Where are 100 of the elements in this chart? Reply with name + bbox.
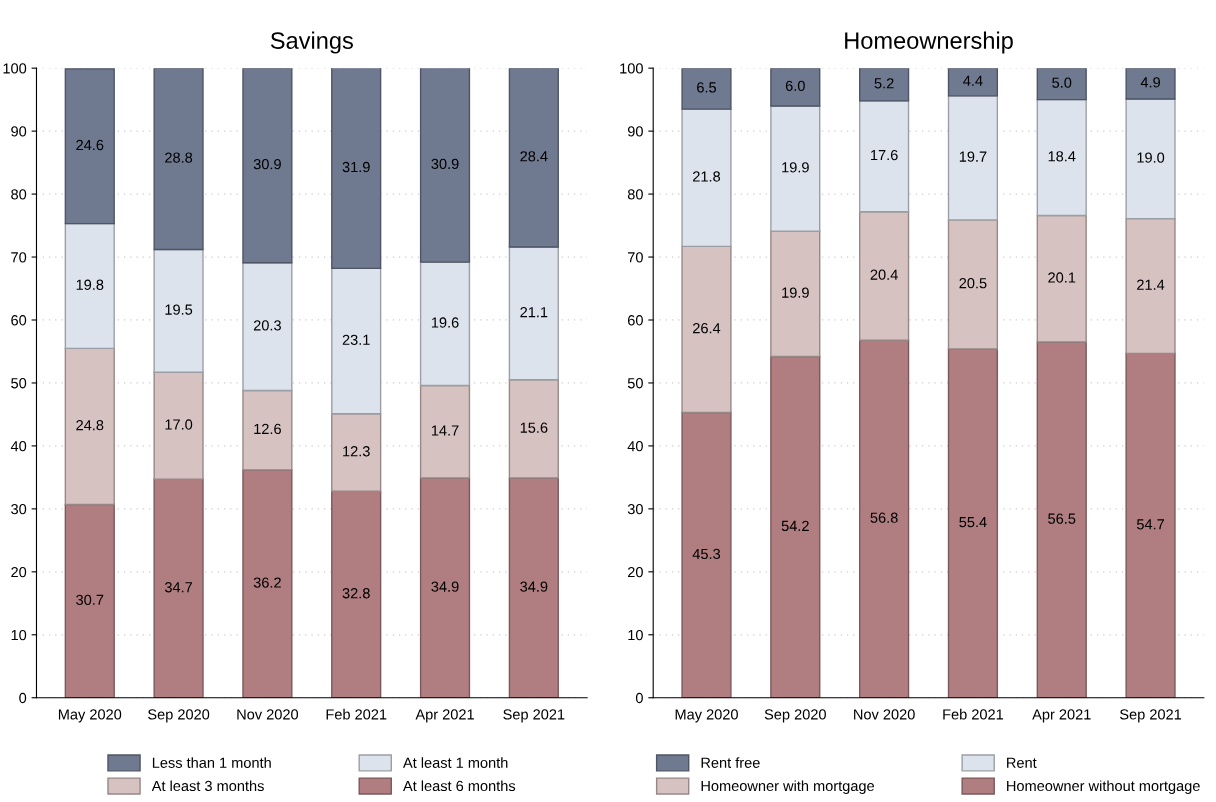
bar [508,246,559,381]
y-tick-label: 0 [19,692,27,704]
bar [419,477,471,698]
data-label: 56.8 [870,512,898,523]
bar [508,68,559,248]
data-label: 30.9 [431,158,459,170]
data-label: 21.8 [693,171,721,182]
data-label: 17.0 [165,419,193,430]
data-label: 6.5 [697,82,717,93]
data-label: 5.2 [874,78,894,89]
bar [153,68,204,251]
y-tick-label: 40 [10,441,27,452]
data-label: 19.6 [431,317,459,328]
bar [153,371,204,480]
bar [331,267,382,415]
legend-label: Rent free [701,757,760,768]
x-tick-label: Feb 2021 [326,708,387,720]
data-label: 31.9 [342,161,370,173]
data-label: 20.3 [253,320,281,331]
bar [331,490,382,698]
y-tick-label: 100 [3,63,27,74]
bar [1125,98,1176,220]
data-label: 15.6 [520,422,548,433]
data-label: 21.1 [520,306,548,318]
data-label: 30.7 [76,594,104,606]
x-tick-label: Sep 2021 [503,709,565,723]
y-tick-label: 70 [11,252,27,263]
data-label: 34.9 [431,581,459,592]
data-label: 28.8 [165,152,193,163]
data-label: 19.8 [76,279,104,290]
y-tick-label: 60 [11,315,27,326]
data-label: 32.8 [342,588,370,599]
data-label: 14.7 [431,425,459,436]
bar [64,503,115,698]
x-tick-label: Sep 2020 [764,709,826,723]
bar [947,95,999,221]
data-label: 20.4 [870,269,898,280]
data-label: 56.5 [1048,513,1076,524]
bar [1036,341,1087,698]
bar [770,355,821,698]
bar [508,477,559,698]
y-tick-label: 80 [627,189,643,200]
legend-label: At least 3 months [151,780,264,792]
bar [858,100,910,213]
data-label: 18.4 [1048,151,1076,162]
data-label: 55.4 [959,517,987,528]
data-label: 30.9 [253,159,281,170]
bar [242,262,293,392]
data-label: 34.9 [520,581,548,592]
y-tick-label: 30 [627,503,643,515]
data-label: 21.4 [1137,279,1165,290]
bar [681,68,732,110]
data-label: 26.4 [693,323,721,334]
bar [1036,98,1087,217]
y-tick-label: 10 [628,629,643,641]
bar [153,478,204,698]
x-tick-label: Sep 2021 [1120,709,1182,723]
bar [770,68,821,107]
y-tick-label: 60 [628,315,643,326]
bar [242,469,293,698]
y-tick-label: 20 [11,566,27,578]
x-tick-label: Sep 2020 [148,709,210,723]
legend-label: At least 6 months [402,780,516,792]
y-tick-label: 90 [627,126,643,137]
data-label: 20.5 [959,278,987,289]
data-label: 54.7 [1136,519,1165,530]
data-label: 34.7 [164,582,193,593]
data-label: 5.0 [1052,77,1072,88]
y-tick-label: 10 [11,629,27,641]
bar [508,379,559,479]
x-tick-label: Nov 2020 [237,709,299,720]
data-label: 54.2 [781,520,809,532]
bar [681,411,732,698]
y-tick-label: 100 [620,63,643,74]
bar [64,68,115,225]
bar [1125,68,1176,100]
bar [153,248,204,373]
data-label: 4.9 [1140,77,1160,88]
y-tick-label: 30 [11,503,27,515]
bar [770,105,821,232]
bar [1125,352,1176,698]
chart-title: Homeownership [845,31,1013,54]
y-tick-label: 0 [635,692,643,704]
bar [1125,217,1176,355]
data-label: 23.1 [342,334,370,345]
chart-title: Savings [270,31,353,54]
x-tick-label: Apr 2021 [1032,709,1091,723]
bar [419,261,471,387]
data-label: 24.6 [76,139,104,151]
bar [242,68,293,264]
legend-label: Less than 1 month [152,757,271,768]
data-label: 19.5 [165,304,193,315]
bar [947,68,999,97]
y-tick-label: 20 [627,566,643,578]
y-tick-label: 90 [11,126,27,137]
y-tick-label: 50 [627,378,643,389]
data-label: 17.6 [871,149,898,161]
bar [947,348,999,698]
y-tick-label: 40 [627,441,643,452]
y-tick-label: 80 [11,189,27,200]
